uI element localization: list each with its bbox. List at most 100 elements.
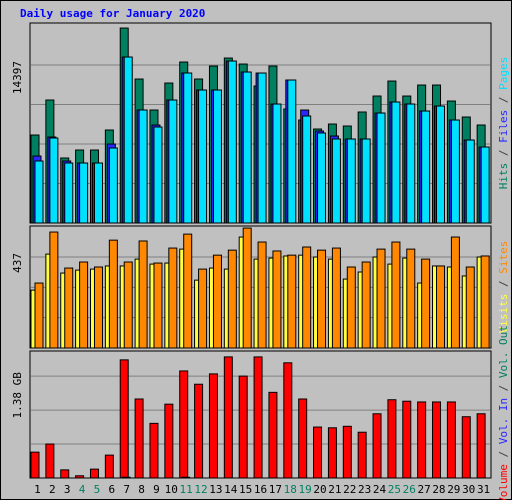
legend-entry: Sites xyxy=(497,241,510,274)
x-tick-label: 20 xyxy=(313,483,326,496)
bar xyxy=(123,261,133,349)
x-tick-label: 28 xyxy=(432,483,445,496)
bar xyxy=(104,454,114,479)
bar xyxy=(450,119,460,224)
bar xyxy=(149,422,159,479)
bar xyxy=(287,254,297,349)
bar xyxy=(287,79,297,224)
x-tick-label: 31 xyxy=(477,483,490,496)
bar xyxy=(257,241,267,349)
x-tick-label: 17 xyxy=(269,483,282,496)
bar xyxy=(283,362,293,479)
bar xyxy=(227,60,237,224)
x-tick-label: 25 xyxy=(388,483,401,496)
bar xyxy=(212,254,222,349)
legend: Visits / Sites xyxy=(497,241,510,334)
bar xyxy=(119,359,129,479)
bar xyxy=(436,105,446,224)
bar xyxy=(64,162,74,224)
bar xyxy=(376,248,386,349)
x-tick-label: 19 xyxy=(298,483,311,496)
bar xyxy=(183,72,193,224)
x-tick-label: 23 xyxy=(358,483,371,496)
bar xyxy=(60,469,70,479)
legend-entry: Hits xyxy=(497,163,510,190)
bar xyxy=(391,101,401,224)
bar xyxy=(376,112,386,224)
bar xyxy=(331,247,341,349)
bar xyxy=(402,400,412,479)
bar xyxy=(242,71,252,224)
x-tick-label: 7 xyxy=(123,483,130,496)
x-tick-label: 22 xyxy=(343,483,356,496)
legend-entry: Pages xyxy=(497,57,510,90)
bar xyxy=(446,401,456,479)
legend-separator: / xyxy=(497,150,510,157)
bar xyxy=(317,132,327,224)
bar xyxy=(327,427,337,479)
x-tick-label: 15 xyxy=(239,483,252,496)
legend-entry: Visits xyxy=(497,294,510,334)
bar xyxy=(138,109,148,224)
bar xyxy=(417,401,427,479)
legend: Hits / Files / Pages xyxy=(497,57,510,190)
bar xyxy=(480,146,490,224)
bar xyxy=(302,115,312,224)
bar xyxy=(432,401,442,479)
x-tick-label: 11 xyxy=(180,483,193,496)
legend-separator: / xyxy=(497,385,510,392)
bar xyxy=(121,476,131,479)
chart-title: Daily usage for January 2020 xyxy=(20,7,205,20)
bar xyxy=(302,246,312,349)
bar xyxy=(123,56,133,224)
x-tick-label: 29 xyxy=(447,483,460,496)
x-tick-label: 10 xyxy=(165,483,178,496)
bar xyxy=(164,403,174,479)
bar xyxy=(465,139,475,224)
bar xyxy=(64,267,74,349)
bar xyxy=(436,265,446,349)
x-tick-label: 24 xyxy=(373,483,387,496)
bar xyxy=(238,375,248,479)
bar xyxy=(179,370,189,479)
legend-separator: / xyxy=(497,97,510,104)
bar xyxy=(476,413,486,479)
legend-entry: Volume xyxy=(497,464,510,500)
y-tick-label: 14397 xyxy=(11,61,24,94)
bar xyxy=(49,231,59,349)
bar xyxy=(346,138,356,224)
x-tick-label: 6 xyxy=(108,483,115,496)
x-tick-label: 14 xyxy=(224,483,238,496)
bar xyxy=(198,268,208,349)
bar xyxy=(421,110,431,224)
bar xyxy=(480,255,490,349)
bar xyxy=(93,266,103,349)
bar xyxy=(331,138,341,224)
bar xyxy=(387,399,397,479)
bar xyxy=(223,356,233,479)
x-tick-label: 21 xyxy=(328,483,341,496)
bar xyxy=(313,426,323,479)
bar xyxy=(227,249,237,349)
bar xyxy=(450,236,460,349)
bar xyxy=(346,266,356,349)
x-tick-label: 8 xyxy=(138,483,145,496)
bar xyxy=(317,249,327,349)
legend-entry: Vol. In xyxy=(497,398,510,444)
x-tick-label: 18 xyxy=(284,483,297,496)
y-tick-label: 437 xyxy=(11,253,24,273)
bar xyxy=(153,126,163,224)
bar xyxy=(342,425,352,479)
bar xyxy=(268,391,278,479)
bar xyxy=(93,162,103,224)
x-tick-label: 12 xyxy=(194,483,207,496)
legend-entry: Files xyxy=(497,110,510,143)
bar xyxy=(372,413,382,479)
bar xyxy=(108,239,118,349)
bar xyxy=(183,233,193,349)
bar xyxy=(272,103,282,224)
bar xyxy=(406,248,416,349)
x-tick-label: 13 xyxy=(209,483,222,496)
bar xyxy=(361,138,371,224)
bar xyxy=(208,373,218,479)
